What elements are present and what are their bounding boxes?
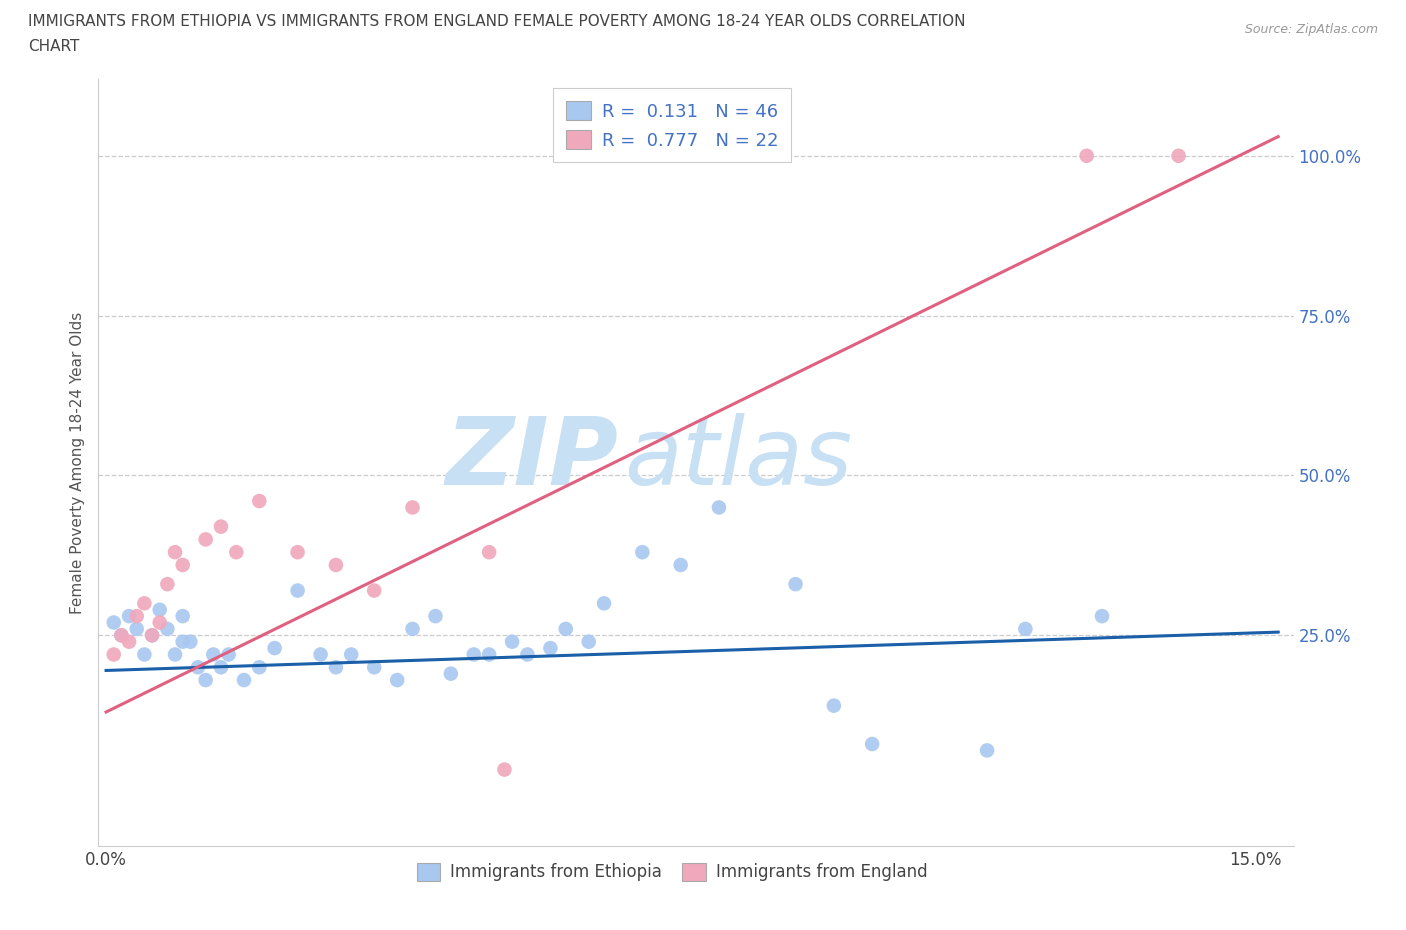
- Text: Source: ZipAtlas.com: Source: ZipAtlas.com: [1244, 23, 1378, 36]
- Point: [163, 545, 186, 560]
- Point: [363, 583, 385, 598]
- Point: [225, 545, 247, 560]
- Point: [141, 628, 163, 643]
- Point: [593, 596, 616, 611]
- Point: [247, 660, 270, 675]
- Point: [172, 634, 194, 649]
- Point: [187, 660, 209, 675]
- Point: [209, 519, 232, 534]
- Point: [125, 609, 148, 624]
- Point: [478, 647, 501, 662]
- Point: [494, 763, 516, 777]
- Point: [202, 647, 225, 662]
- Point: [325, 558, 347, 573]
- Point: [1167, 148, 1189, 164]
- Point: [976, 743, 998, 758]
- Point: [118, 609, 141, 624]
- Point: [554, 621, 576, 636]
- Text: IMMIGRANTS FROM ETHIOPIA VS IMMIGRANTS FROM ENGLAND FEMALE POVERTY AMONG 18-24 Y: IMMIGRANTS FROM ETHIOPIA VS IMMIGRANTS F…: [28, 14, 966, 29]
- Point: [110, 628, 132, 643]
- Point: [179, 634, 201, 649]
- Point: [425, 609, 447, 624]
- Point: [172, 558, 194, 573]
- Point: [463, 647, 485, 662]
- Text: CHART: CHART: [28, 39, 80, 54]
- Point: [172, 609, 194, 624]
- Point: [538, 641, 561, 656]
- Point: [118, 634, 141, 649]
- Point: [194, 532, 217, 547]
- Point: [385, 672, 409, 687]
- Point: [707, 500, 730, 515]
- Point: [287, 545, 309, 560]
- Point: [218, 647, 240, 662]
- Legend: Immigrants from Ethiopia, Immigrants from England: Immigrants from Ethiopia, Immigrants fro…: [411, 856, 934, 888]
- Point: [309, 647, 332, 662]
- Point: [156, 621, 179, 636]
- Point: [478, 545, 501, 560]
- Point: [860, 737, 883, 751]
- Point: [516, 647, 538, 662]
- Point: [287, 583, 309, 598]
- Point: [823, 698, 845, 713]
- Point: [141, 628, 163, 643]
- Point: [247, 494, 270, 509]
- Point: [578, 634, 600, 649]
- Point: [401, 621, 423, 636]
- Point: [1076, 148, 1098, 164]
- Point: [401, 500, 423, 515]
- Point: [163, 647, 186, 662]
- Point: [149, 603, 172, 618]
- Text: atlas: atlas: [624, 413, 852, 504]
- Y-axis label: Female Poverty Among 18-24 Year Olds: Female Poverty Among 18-24 Year Olds: [69, 312, 84, 614]
- Point: [325, 660, 347, 675]
- Point: [156, 577, 179, 591]
- Point: [631, 545, 654, 560]
- Point: [440, 666, 463, 681]
- Text: ZIP: ZIP: [446, 413, 619, 505]
- Point: [103, 647, 125, 662]
- Point: [110, 628, 132, 643]
- Point: [134, 647, 156, 662]
- Point: [149, 615, 172, 630]
- Point: [194, 672, 217, 687]
- Point: [134, 596, 156, 611]
- Point: [1091, 609, 1114, 624]
- Point: [340, 647, 363, 662]
- Point: [501, 634, 523, 649]
- Point: [263, 641, 285, 656]
- Point: [669, 558, 692, 573]
- Point: [233, 672, 256, 687]
- Point: [209, 660, 232, 675]
- Point: [103, 615, 125, 630]
- Point: [785, 577, 807, 591]
- Point: [363, 660, 385, 675]
- Point: [1014, 621, 1036, 636]
- Point: [125, 621, 148, 636]
